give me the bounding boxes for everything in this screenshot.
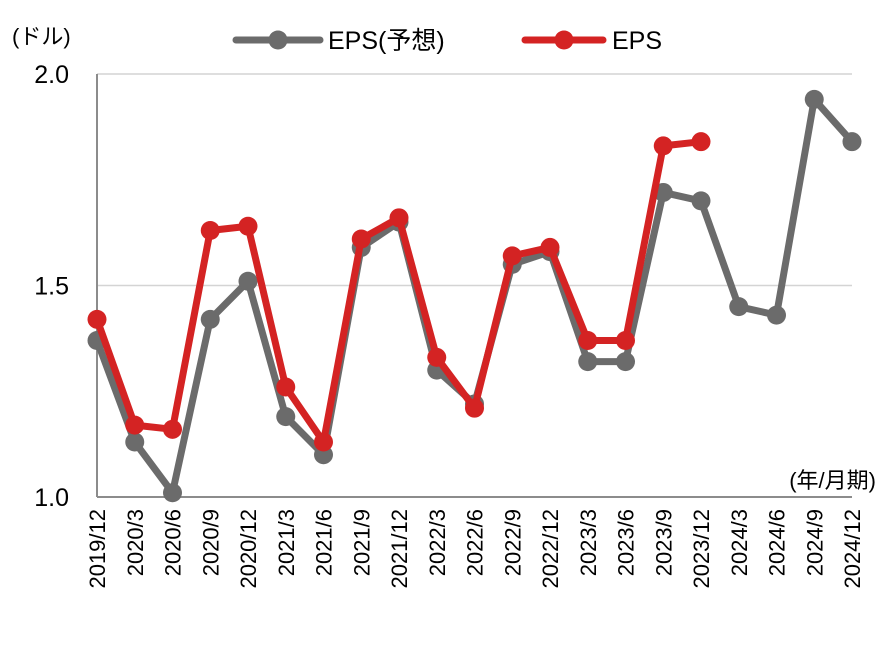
data-point bbox=[842, 132, 862, 152]
series-line bbox=[93, 95, 856, 497]
data-point bbox=[465, 398, 484, 418]
x-tick-label: 2021/6 bbox=[312, 509, 337, 576]
series-1 bbox=[87, 132, 711, 452]
data-point bbox=[540, 237, 560, 257]
legend-item: EPS bbox=[521, 27, 662, 55]
gridlines bbox=[97, 73, 852, 287]
x-tick-label: 2022/12 bbox=[538, 509, 563, 589]
data-point bbox=[804, 89, 824, 109]
y-tick-label: 2.0 bbox=[34, 61, 69, 89]
data-point bbox=[238, 271, 258, 291]
x-tick-label: 2023/9 bbox=[651, 509, 676, 576]
data-point bbox=[125, 432, 145, 452]
data-point bbox=[616, 352, 635, 372]
data-point bbox=[729, 297, 749, 317]
data-point bbox=[87, 309, 107, 329]
series-line bbox=[93, 138, 705, 446]
x-tick-label: 2020/6 bbox=[161, 509, 186, 576]
x-axis-label: (年/月期) bbox=[789, 468, 876, 493]
x-tick-label: 2024/6 bbox=[765, 509, 790, 576]
series-0 bbox=[87, 89, 862, 503]
x-tick-label: 2019/12 bbox=[85, 509, 110, 589]
x-tick-label: 2023/3 bbox=[576, 509, 601, 576]
x-tick-labels: 2019/12 2020/3 2020/6 2020/9 2020/12 2021/3 20… bbox=[85, 509, 865, 589]
x-tick-label: 2020/3 bbox=[123, 509, 148, 576]
data-point bbox=[276, 377, 296, 397]
x-tick-label: 2023/6 bbox=[614, 509, 639, 576]
x-tick-label: 2023/12 bbox=[689, 509, 714, 589]
series-lines bbox=[87, 89, 862, 503]
x-tick-label: 2024/9 bbox=[802, 509, 827, 576]
y-tick-label: 1.5 bbox=[34, 273, 69, 301]
y-unit-label: (ドル) bbox=[12, 24, 71, 49]
data-point bbox=[767, 305, 786, 325]
data-point bbox=[691, 191, 711, 211]
data-point bbox=[200, 309, 220, 329]
legend-swatch-marker bbox=[554, 30, 574, 50]
data-point bbox=[238, 216, 258, 236]
x-tick-label: 2024/3 bbox=[727, 509, 752, 576]
data-point bbox=[163, 483, 182, 503]
data-point bbox=[125, 415, 145, 435]
data-point bbox=[351, 229, 371, 249]
data-point bbox=[163, 419, 182, 439]
legend: EPS(予想) EPS bbox=[232, 27, 662, 55]
data-point bbox=[389, 208, 409, 228]
y-tick-label: 1.0 bbox=[34, 484, 69, 512]
x-tick-label: 2022/9 bbox=[500, 509, 525, 576]
data-point bbox=[691, 132, 711, 152]
x-tick-label: 2021/12 bbox=[387, 509, 412, 589]
data-point bbox=[314, 432, 333, 452]
x-tick-label: 2022/3 bbox=[425, 509, 450, 576]
data-point bbox=[427, 347, 447, 367]
data-point bbox=[653, 136, 673, 156]
data-point bbox=[578, 352, 598, 372]
x-tick-label: 2021/9 bbox=[349, 509, 374, 576]
x-tick-label: 2020/9 bbox=[198, 509, 223, 576]
data-point bbox=[276, 407, 296, 427]
axes bbox=[96, 74, 852, 498]
legend-item: EPS(予想) bbox=[232, 27, 445, 55]
y-tick-labels: 1.0 1.5 2.0 bbox=[34, 61, 69, 512]
x-tick-label: 2020/12 bbox=[236, 509, 261, 589]
x-tick-label: 2024/12 bbox=[840, 509, 865, 589]
legend-swatch-marker bbox=[268, 30, 288, 50]
data-point bbox=[502, 246, 522, 266]
data-point bbox=[616, 330, 635, 350]
x-tick-label: 2021/3 bbox=[274, 509, 299, 576]
legend-label: EPS bbox=[612, 27, 662, 55]
data-point bbox=[200, 221, 220, 241]
legend-label: EPS(予想) bbox=[328, 27, 445, 55]
data-point bbox=[578, 330, 598, 350]
x-tick-label: 2022/6 bbox=[463, 509, 488, 576]
